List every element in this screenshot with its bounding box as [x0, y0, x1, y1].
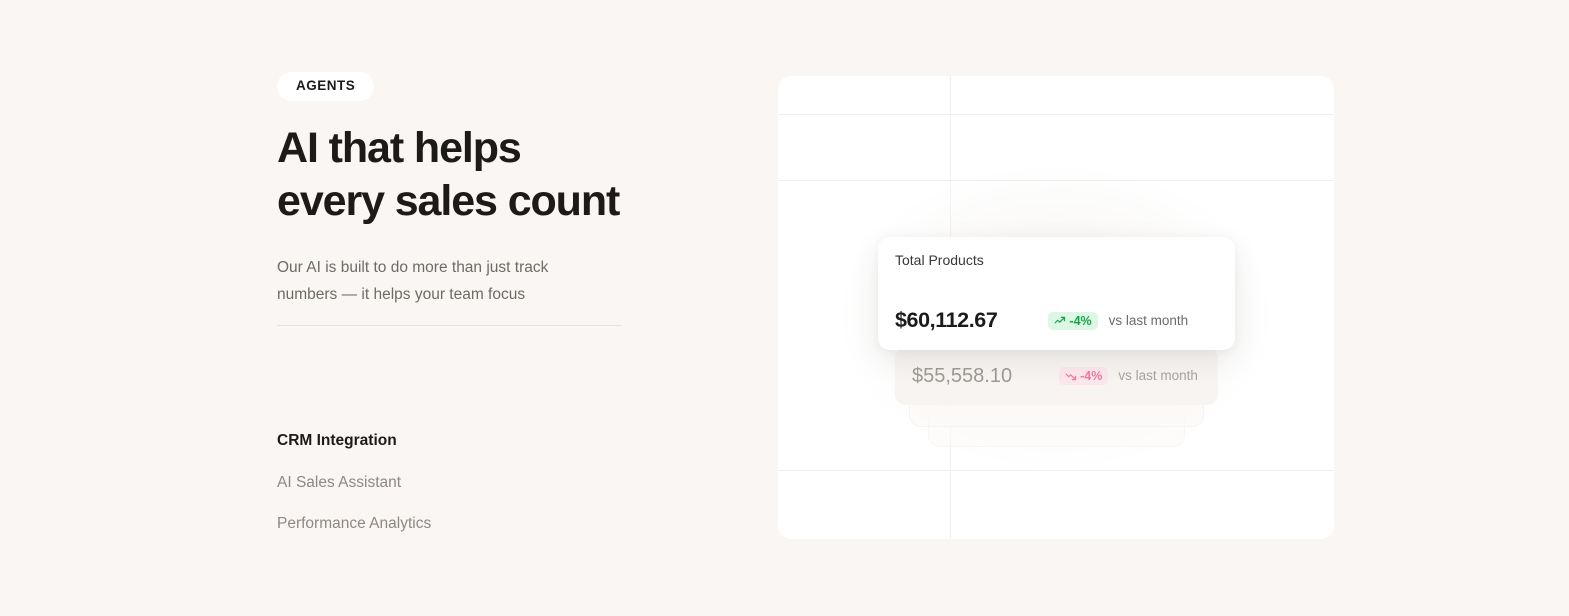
- delta-badge: -4%: [1059, 366, 1109, 386]
- feature-item-performance-analytics[interactable]: Performance Analytics: [277, 515, 432, 532]
- trending-up-icon: [1054, 316, 1066, 324]
- metric-row: $60,112.67 -4% vs last month: [895, 308, 1189, 332]
- delta-value: -4%: [1069, 313, 1092, 328]
- stat-card-secondary: $55,558.10 -4% vs last month: [895, 347, 1218, 405]
- metric-value: $60,112.67: [895, 308, 998, 332]
- feature-item-crm-integration[interactable]: CRM Integration: [277, 432, 397, 449]
- hero-text-column: AGENTS AI that helps every sales count O…: [277, 72, 637, 308]
- grid-line-horizontal: [778, 114, 1334, 115]
- stat-card-title: Total Products: [895, 252, 984, 268]
- delta-note: vs last month: [1118, 368, 1198, 384]
- feature-item-ai-sales-assistant[interactable]: AI Sales Assistant: [277, 473, 402, 491]
- grid-line-horizontal: [778, 180, 1334, 181]
- eyebrow-badge: AGENTS: [277, 72, 375, 101]
- grid-line-horizontal: [778, 470, 1334, 471]
- trending-down-icon: [1065, 373, 1077, 381]
- metric-row: $55,558.10 -4% vs last month: [912, 366, 1198, 386]
- stat-card-primary: Total Products $60,112.67 -4% vs last mo…: [878, 237, 1235, 350]
- hero-subcopy: Our AI is built to do more than just tra…: [277, 258, 549, 303]
- page-title: AI that helps every sales count: [277, 123, 620, 225]
- delta-badge: -4%: [1048, 311, 1098, 330]
- delta-note: vs last month: [1108, 313, 1189, 328]
- delta-value: -4%: [1080, 368, 1103, 383]
- metric-value: $55,558.10: [912, 365, 1013, 387]
- section-divider: [277, 325, 621, 326]
- feature-list: CRM Integration AI Sales Assistant Perfo…: [277, 433, 637, 532]
